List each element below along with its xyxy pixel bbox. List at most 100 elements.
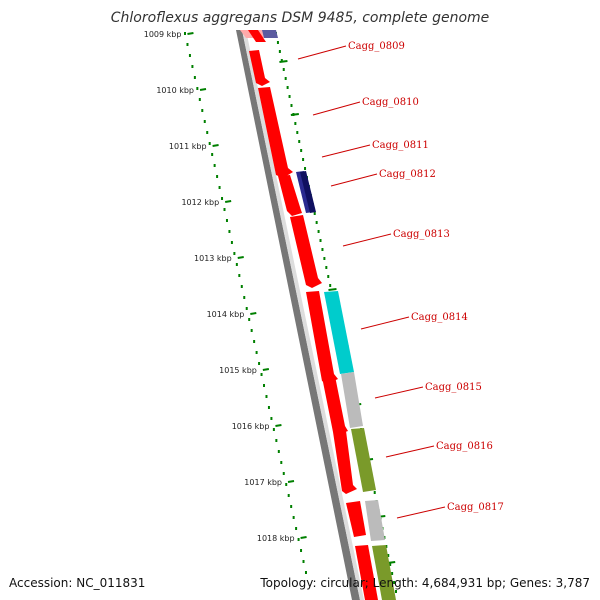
track-dot xyxy=(276,41,279,44)
gene-cagg-0809[interactable] xyxy=(249,50,270,86)
scale-tick xyxy=(187,32,194,35)
track-dot xyxy=(288,95,291,98)
track-dot xyxy=(280,59,283,62)
scale-dot xyxy=(235,263,238,266)
track-dot xyxy=(391,572,394,575)
gene-label-leader xyxy=(385,445,435,458)
gene-cagg-0818-red[interactable] xyxy=(355,545,378,600)
track-dot xyxy=(385,545,388,548)
scale-dot xyxy=(263,384,266,387)
gene-label[interactable]: Cagg_0813 xyxy=(393,229,450,240)
scale-dot xyxy=(238,274,241,277)
track-dot xyxy=(395,590,397,593)
genome-title: Chloroflexus aggregans DSM 9485, complet… xyxy=(111,10,490,26)
track-dot xyxy=(323,257,326,260)
gene-cagg-0817-red[interactable] xyxy=(346,501,366,537)
gene-cagg-0812-navy-dark[interactable] xyxy=(300,171,316,213)
track-dot xyxy=(373,491,376,494)
gene-cagg-0815-red[interactable] xyxy=(322,376,348,435)
scale-dot xyxy=(208,142,211,145)
gene-feature-top-navy[interactable] xyxy=(262,30,278,38)
scale-dot xyxy=(196,87,199,90)
scale-label: 1013 kbp xyxy=(194,254,232,263)
gene-cagg-0815-grey[interactable] xyxy=(341,372,363,428)
scale-dot xyxy=(198,98,201,101)
track-dot xyxy=(321,248,324,251)
track-dot xyxy=(278,50,281,53)
gene-label[interactable]: Cagg_0810 xyxy=(362,97,419,108)
gene-cagg-0818-olive[interactable] xyxy=(372,545,396,600)
gene-label-leader xyxy=(360,316,410,330)
gene-feature-top-red[interactable] xyxy=(248,30,266,42)
gene-cagg-0810[interactable] xyxy=(258,87,293,178)
scale-dot xyxy=(191,65,194,68)
gene-label[interactable]: Cagg_0811 xyxy=(372,140,429,151)
gene-label[interactable]: Cagg_0816 xyxy=(436,441,493,452)
scale-dot xyxy=(248,318,251,321)
track-dot xyxy=(294,122,297,125)
topology-text: Topology: circular; Length: 4,684,931 bp… xyxy=(260,576,590,590)
gene-features xyxy=(240,30,396,600)
scale-dot xyxy=(300,549,303,552)
gene-cagg-0812-red[interactable] xyxy=(278,175,302,216)
scale-dot xyxy=(290,505,293,508)
scale-dot xyxy=(225,219,228,222)
gene-label[interactable]: Cagg_0815 xyxy=(425,382,482,393)
scale-label: 1010 kbp xyxy=(156,86,194,95)
scale-dot xyxy=(250,329,253,332)
gene-label-leader xyxy=(297,45,347,60)
scale-dot xyxy=(275,439,278,442)
gene-cagg-0816-olive[interactable] xyxy=(351,428,376,492)
track-dot xyxy=(313,212,316,215)
scale-dot xyxy=(267,406,270,409)
scale-dot xyxy=(230,241,233,244)
track-dot xyxy=(304,167,307,170)
scale-dot xyxy=(206,131,209,134)
scale-dot xyxy=(193,76,196,79)
gene-label[interactable]: Cagg_0809 xyxy=(348,41,405,52)
gene-cagg-0814-cyan[interactable] xyxy=(324,291,354,374)
gene-label[interactable]: Cagg_0814 xyxy=(411,312,468,323)
track-dot xyxy=(387,554,390,557)
track-dot xyxy=(329,284,332,287)
scale-label: 1017 kbp xyxy=(244,478,282,487)
gene-label-leader xyxy=(330,173,378,187)
scale-label: 1009 kbp xyxy=(144,30,182,39)
scale-tick xyxy=(262,368,270,371)
gene-cagg-0816-red[interactable] xyxy=(333,431,357,494)
scale-dot xyxy=(255,351,258,354)
gene-cagg-0817-grey[interactable] xyxy=(365,500,385,541)
scale-tick xyxy=(287,480,295,483)
scale-dot xyxy=(285,483,288,486)
scale-dot xyxy=(184,32,186,35)
scale-dot xyxy=(188,54,191,57)
scale-dot xyxy=(211,153,214,156)
gene-cagg-0814-red[interactable] xyxy=(306,291,338,384)
gene-cagg-0813[interactable] xyxy=(290,215,322,288)
scale-dot xyxy=(258,362,261,365)
track-dot xyxy=(284,77,287,80)
scale-label: 1012 kbp xyxy=(181,198,219,207)
gene-label-leader xyxy=(374,386,424,399)
scale-dot xyxy=(304,571,307,574)
scale-label: 1018 kbp xyxy=(257,534,295,543)
gene-label[interactable]: Cagg_0817 xyxy=(447,502,504,513)
track-dot xyxy=(290,104,293,107)
scale-dot xyxy=(297,538,300,541)
gene-labels: Cagg_0809 Cagg_0810 Cagg_0811 Cagg_0812 Cagg… xyxy=(297,41,504,519)
track-dot xyxy=(327,275,330,278)
scale-dot xyxy=(302,560,305,563)
scale-dot xyxy=(203,120,206,123)
track-dot xyxy=(286,86,289,89)
gene-label-leader xyxy=(342,233,392,247)
gene-label[interactable]: Cagg_0812 xyxy=(379,169,436,180)
scale-tick xyxy=(300,536,307,539)
scale-dot xyxy=(240,285,243,288)
scale-dot xyxy=(233,252,236,255)
scale-dot xyxy=(272,428,275,431)
gene-label-leader xyxy=(312,101,361,116)
track-marker xyxy=(290,113,299,116)
scale-tick xyxy=(250,312,257,315)
